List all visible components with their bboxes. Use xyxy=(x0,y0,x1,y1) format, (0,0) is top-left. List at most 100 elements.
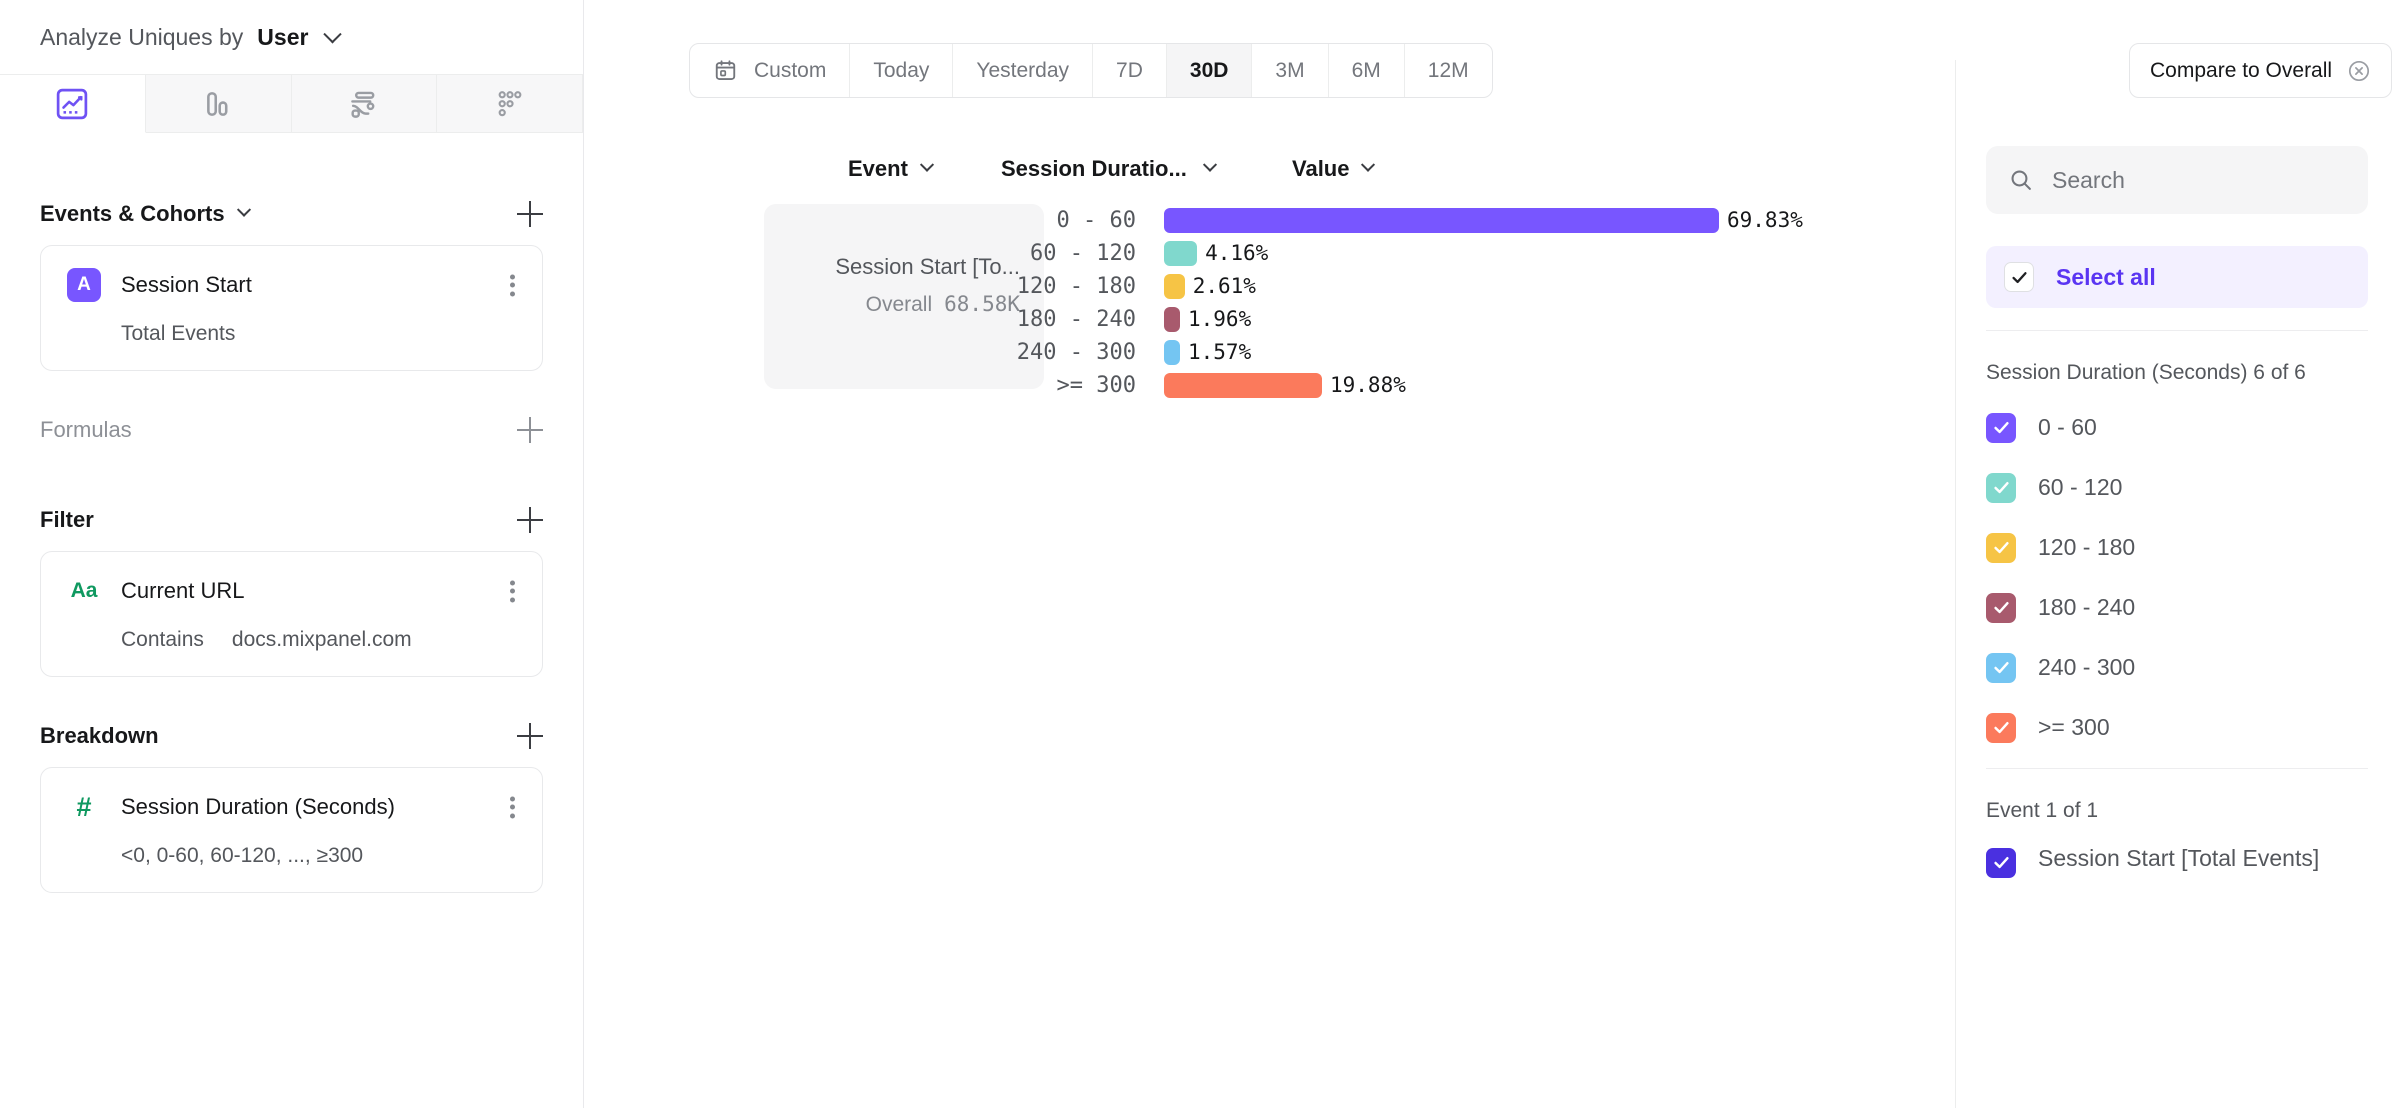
column-header-value-label: Value xyxy=(1292,156,1350,181)
grid-dots-icon xyxy=(493,87,527,121)
compare-to-overall-chip[interactable]: Compare to Overall xyxy=(2129,43,2393,98)
bar-value-label: 1.57% xyxy=(1188,340,1252,364)
date-range-30d[interactable]: 30D xyxy=(1166,44,1253,97)
column-header-value[interactable]: Value xyxy=(1292,156,1376,182)
table-row[interactable]: 180 - 240 1.96% xyxy=(584,303,1955,336)
filter-title-text: Filter xyxy=(40,507,94,532)
analyze-value-dropdown[interactable]: User xyxy=(257,24,342,51)
bar-segment[interactable] xyxy=(1164,274,1185,299)
table-row[interactable]: >= 300 19.88% xyxy=(584,369,1955,402)
right-panel: Select all Session Duration (Seconds) 6 … xyxy=(1955,60,2398,1108)
chevron-down-icon xyxy=(919,157,934,172)
line-chart-icon xyxy=(55,87,89,121)
bar-segment[interactable] xyxy=(1164,307,1180,332)
date-range-label: 6M xyxy=(1351,58,1381,82)
date-range-yesterday[interactable]: Yesterday xyxy=(953,44,1094,97)
add-formula-button[interactable] xyxy=(517,417,543,443)
bar-segment[interactable] xyxy=(1164,373,1322,398)
event-more-options[interactable] xyxy=(510,271,516,300)
divider xyxy=(1986,768,2368,770)
legend-item[interactable]: 240 - 300 xyxy=(1986,645,2368,690)
table-row[interactable]: 240 - 300 1.57% xyxy=(584,336,1955,369)
bar-value-label: 19.88% xyxy=(1330,373,1406,397)
legend-checkbox[interactable] xyxy=(1986,652,2016,683)
table-row[interactable]: 0 - 60 69.83% xyxy=(584,204,1955,237)
date-range-3m[interactable]: 3M xyxy=(1252,44,1329,97)
column-header-event-label: Event xyxy=(848,156,908,181)
date-range-label: 12M xyxy=(1427,58,1469,82)
bar-segment[interactable] xyxy=(1164,241,1198,266)
date-range-label: Today xyxy=(873,58,930,82)
date-range-6m[interactable]: 6M xyxy=(1329,44,1405,97)
search-box[interactable] xyxy=(1986,146,2368,214)
event-summary-overall: Overall 68.58K xyxy=(866,292,1020,317)
legend-checkbox[interactable] xyxy=(1986,472,2016,503)
legend-item-event[interactable]: Session Start [Total Events] xyxy=(1986,844,2368,889)
analyze-bar: Analyze Uniques by User xyxy=(0,0,583,75)
table-row[interactable]: 120 - 180 2.61% xyxy=(584,270,1955,303)
bar-value-label: 1.96% xyxy=(1188,307,1252,331)
date-range-segmented-control: Custom Today Yesterday 7D 30D 3M 6M 12M xyxy=(689,43,1493,98)
row-category-label: 60 - 120 xyxy=(1030,241,1136,266)
divider xyxy=(1986,330,2368,331)
legend-checkbox[interactable] xyxy=(1986,532,2016,563)
date-range-today[interactable]: Today xyxy=(850,44,954,97)
tab-grid[interactable] xyxy=(437,75,583,133)
filter-section-header: Filter xyxy=(40,489,543,551)
date-range-label: 7D xyxy=(1116,58,1143,82)
legend-checkbox[interactable] xyxy=(1986,592,2016,623)
event-card-session-start[interactable]: A Session Start Total Events xyxy=(40,245,543,371)
breakdown-card-session-duration[interactable]: # Session Duration (Seconds) <0, 0-60, 6… xyxy=(40,767,543,893)
row-category-label: 120 - 180 xyxy=(1016,274,1136,299)
legend-item[interactable]: 180 - 240 xyxy=(1986,585,2368,630)
date-range-custom[interactable]: Custom xyxy=(690,44,851,97)
tab-line-chart[interactable] xyxy=(0,75,146,133)
event-summary-name: Session Start [To... xyxy=(835,254,1020,279)
select-all-row[interactable]: Select all xyxy=(1986,246,2368,308)
date-range-12m[interactable]: 12M xyxy=(1405,44,1492,97)
legend-item[interactable]: 60 - 120 xyxy=(1986,465,2368,510)
filter-card-current-url[interactable]: Aa Current URL Contains docs.mixpanel.co… xyxy=(40,551,543,677)
legend-checkbox[interactable] xyxy=(1986,712,2016,743)
filter-more-options[interactable] xyxy=(510,577,516,606)
add-event-button[interactable] xyxy=(517,201,543,227)
legend-item[interactable]: 0 - 60 xyxy=(1986,405,2368,450)
legend-item[interactable]: >= 300 xyxy=(1986,705,2368,750)
number-property-icon: # xyxy=(76,791,92,822)
row-category-label: 180 - 240 xyxy=(1016,307,1136,332)
date-range-label: Yesterday xyxy=(976,58,1070,82)
analyze-label: Analyze Uniques by xyxy=(40,23,244,50)
breakdown-more-options[interactable] xyxy=(510,793,516,822)
add-filter-button[interactable] xyxy=(517,507,543,533)
search-input[interactable] xyxy=(2052,166,2346,194)
add-breakdown-button[interactable] xyxy=(517,723,543,749)
search-icon xyxy=(2008,167,2034,193)
chevron-down-icon xyxy=(323,24,342,44)
legend-item[interactable]: 120 - 180 xyxy=(1986,525,2368,570)
tab-flow[interactable] xyxy=(291,75,438,133)
tab-bar-chart[interactable] xyxy=(145,75,292,133)
overall-value: 68.58K xyxy=(944,292,1020,316)
filter-section: Filter Aa Current URL Contains docs.mixp… xyxy=(0,489,583,677)
filter-value: docs.mixpanel.com xyxy=(231,628,412,651)
event-name: Session Start xyxy=(121,272,252,297)
select-all-checkbox[interactable] xyxy=(2004,262,2034,292)
formulas-section: Formulas xyxy=(0,399,583,461)
table-row[interactable]: 60 - 120 4.16% xyxy=(584,237,1955,270)
chevron-down-icon xyxy=(236,202,251,217)
column-header-breakdown[interactable]: Session Duratio... xyxy=(1001,156,1217,182)
close-icon[interactable] xyxy=(2347,59,2371,83)
calendar-icon xyxy=(713,58,738,83)
event-summary-card[interactable]: Session Start [To... Overall 68.58K xyxy=(764,204,1044,389)
bar-segment[interactable] xyxy=(1164,340,1180,365)
bar-segment[interactable] xyxy=(1164,208,1719,233)
event-measure: Total Events xyxy=(121,322,236,345)
date-range-label: 30D xyxy=(1189,58,1229,82)
event-checkbox[interactable] xyxy=(1986,847,2016,878)
legend-checkbox[interactable] xyxy=(1986,412,2016,443)
chart-column-headers: Event Session Duratio... Value xyxy=(584,156,1955,196)
events-section-title[interactable]: Events & Cohorts xyxy=(40,201,251,227)
legend-item-event-label: Session Start [Total Events] xyxy=(2038,844,2320,871)
column-header-event[interactable]: Event xyxy=(848,156,934,182)
date-range-7d[interactable]: 7D xyxy=(1093,44,1167,97)
